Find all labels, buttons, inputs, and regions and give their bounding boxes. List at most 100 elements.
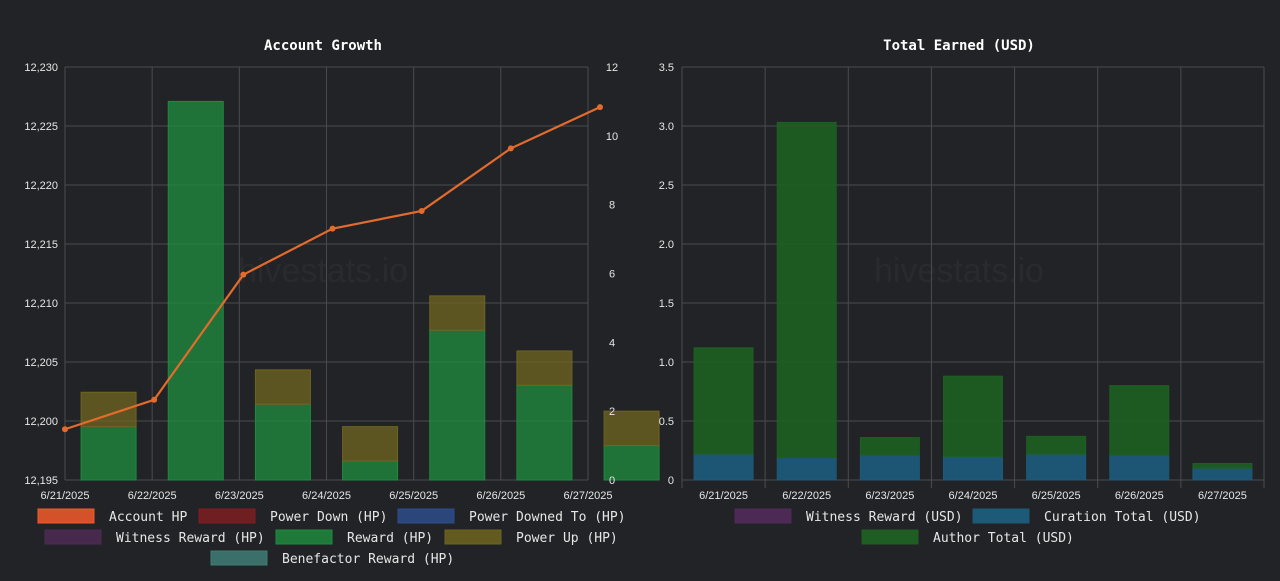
y-tick-label: 2.5	[659, 180, 674, 192]
bar-author-total-usd	[943, 375, 1003, 457]
bar-curation-total-usd	[776, 457, 837, 481]
account-hp-point	[507, 145, 514, 152]
y-tick-label: 0.5	[659, 416, 674, 428]
total-earned-bars	[693, 121, 1253, 481]
bar-curation-total-usd	[943, 455, 1003, 481]
y-right-tick-label: 6	[609, 269, 615, 281]
legend-label-curation-total-usd: Curation Total (USD)	[1044, 510, 1201, 525]
bar-reward-hp	[254, 403, 311, 481]
y-left-tick-label: 12,195	[24, 475, 58, 487]
y-tick-label: 2.0	[659, 239, 674, 251]
x-tick-label: 6/21/2025	[699, 490, 748, 502]
bar-author-total-usd	[693, 347, 754, 455]
x-tick-label: 6/22/2025	[782, 490, 831, 502]
account-hp-point	[62, 426, 68, 433]
bar-power-up-hp	[342, 426, 399, 462]
account-growth-x-axis: 6/21/2025 6/22/2025 6/23/2025 6/24/2025 6/25…	[41, 490, 613, 502]
legend-swatch-power-down-hp	[198, 508, 256, 524]
account-growth-title: Account Growth	[264, 38, 382, 54]
bar-reward-hp	[80, 426, 137, 481]
bar-curation-total-usd	[1192, 467, 1253, 481]
account-hp-point	[151, 396, 158, 403]
x-tick-label: 6/23/2025	[215, 490, 264, 502]
total-earned-x-axis: 6/21/2025 6/22/2025 6/23/2025 6/24/2025 6/25…	[699, 490, 1247, 502]
legend-label-benefactor-reward-hp: Benefactor Reward (HP)	[282, 552, 454, 567]
bar-reward-hp	[342, 460, 399, 481]
bar-curation-total-usd	[859, 454, 920, 481]
account-growth-right-axis: 0 2 4 6 8 10 12	[606, 62, 618, 487]
legend-swatch-power-downed-to-hp	[397, 508, 455, 524]
bar-author-total-usd	[1026, 435, 1087, 455]
x-tick-label: 6/21/2025	[41, 490, 90, 502]
y-tick-label: 3.0	[659, 121, 674, 133]
y-left-tick-label: 12,220	[24, 180, 58, 192]
y-right-tick-label: 0	[609, 475, 615, 487]
x-tick-label: 6/24/2025	[302, 490, 351, 502]
legend-swatch-account-hp	[37, 508, 95, 524]
x-tick-label: 6/26/2025	[476, 490, 525, 502]
bar-curation-total-usd	[1026, 453, 1087, 481]
x-tick-label: 6/26/2025	[1115, 490, 1164, 502]
legend-label-power-up-hp: Power Up (HP)	[516, 531, 618, 546]
legend-label-witness-reward-usd: Witness Reward (USD)	[806, 510, 963, 525]
account-growth-legend: Account HP Power Down (HP) Power Downed To…	[37, 508, 626, 567]
y-right-tick-label: 2	[609, 406, 615, 418]
y-left-tick-label: 12,205	[24, 357, 58, 369]
bar-author-total-usd	[1109, 385, 1170, 456]
legend-label-reward-hp: Reward (HP)	[347, 531, 433, 546]
y-tick-label: 1.5	[659, 298, 674, 310]
y-left-tick-label: 12,210	[24, 298, 58, 310]
account-growth-bars	[80, 100, 660, 481]
bar-author-total-usd	[1192, 462, 1253, 469]
x-tick-label: 6/27/2025	[564, 490, 613, 502]
account-growth-left-axis: 12,195 12,200 12,205 12,210 12,215 12,220 12,2…	[24, 62, 58, 487]
watermark-right: hivestats.io	[874, 252, 1044, 290]
bar-power-up-hp	[516, 350, 573, 386]
x-tick-label: 6/23/2025	[865, 490, 914, 502]
x-tick-label: 6/27/2025	[1198, 490, 1247, 502]
watermark-left: hivestats.io	[238, 252, 408, 290]
y-right-tick-label: 4	[609, 337, 615, 349]
legend-swatch-witness-reward-usd	[734, 508, 792, 524]
account-growth-grid	[64, 66, 589, 481]
y-tick-label: 0	[668, 475, 674, 487]
legend-swatch-benefactor-reward-hp	[210, 550, 268, 566]
x-tick-label: 6/24/2025	[949, 490, 998, 502]
bar-author-total-usd	[859, 437, 920, 456]
y-left-tick-label: 12,200	[24, 416, 58, 428]
y-right-tick-label: 10	[606, 131, 618, 143]
legend-label-power-down-hp: Power Down (HP)	[270, 510, 387, 525]
account-hp-point	[597, 104, 603, 111]
bar-reward-hp	[429, 329, 486, 481]
x-tick-label: 6/25/2025	[1032, 490, 1081, 502]
bar-power-up-hp	[429, 295, 486, 331]
account-hp-point	[240, 271, 247, 278]
bar-author-total-usd	[776, 121, 837, 459]
bar-power-up-hp	[603, 410, 660, 447]
y-tick-label: 1.0	[659, 357, 674, 369]
total-earned-legend: Witness Reward (USD) Curation Total (USD)…	[734, 508, 1201, 546]
account-hp-point	[329, 225, 336, 232]
account-growth-chart: Account Growth hivestats.io 12,195 12,200…	[24, 38, 660, 567]
y-tick-label: 3.5	[659, 62, 674, 74]
x-tick-label: 6/25/2025	[389, 490, 438, 502]
account-hp-point	[418, 207, 425, 214]
y-right-tick-label: 8	[609, 200, 615, 212]
legend-swatch-author-total-usd	[861, 529, 919, 545]
legend-swatch-reward-hp	[275, 529, 333, 545]
legend-label-account-hp: Account HP	[109, 510, 187, 525]
x-tick-label: 6/22/2025	[128, 490, 177, 502]
account-growth-line	[62, 104, 603, 433]
y-right-tick-label: 12	[606, 62, 618, 74]
total-earned-title: Total Earned (USD)	[883, 38, 1035, 54]
total-earned-y-axis: 0 0.5 1.0 1.5 2.0 2.5 3.0 3.5	[659, 62, 674, 487]
legend-swatch-curation-total-usd	[972, 508, 1030, 524]
total-earned-chart: Total Earned (USD) hivestats.io 0 0.5 1.0 1…	[659, 38, 1265, 546]
bar-curation-total-usd	[1109, 454, 1170, 481]
bar-reward-hp	[167, 100, 224, 481]
legend-label-power-downed-to-hp: Power Downed To (HP)	[469, 510, 626, 525]
legend-swatch-witness-reward-hp	[44, 529, 102, 545]
legend-label-author-total-usd: Author Total (USD)	[933, 531, 1074, 546]
bar-power-up-hp	[254, 369, 311, 405]
